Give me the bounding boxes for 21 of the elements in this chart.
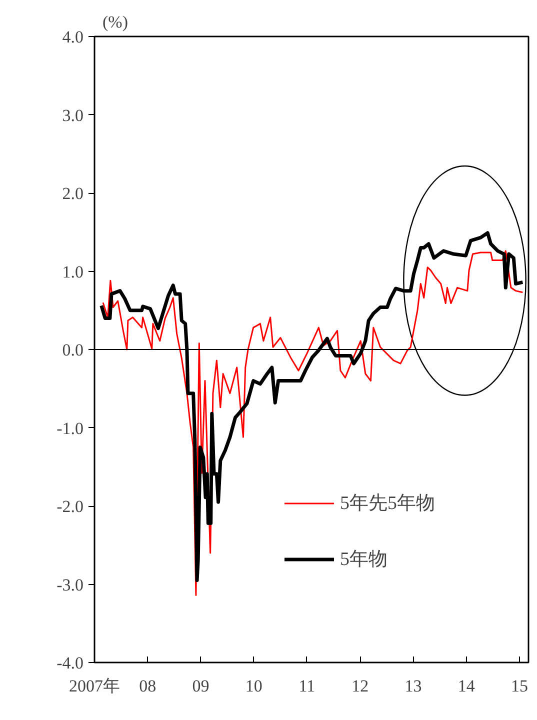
y-tick-label: -3.0 bbox=[56, 575, 84, 594]
x-tick-label: 11 bbox=[298, 676, 316, 696]
y-tick-label: 1.0 bbox=[62, 262, 84, 282]
x-tick-label: 15 bbox=[510, 676, 528, 696]
x-tick-label: 14 bbox=[458, 676, 476, 696]
x-tick-label: 08 bbox=[139, 676, 156, 696]
x-tick-label: 09 bbox=[192, 676, 210, 696]
y-tick-label: -1.0 bbox=[56, 418, 84, 438]
y-tick-label: 3.0 bbox=[62, 106, 84, 125]
y-tick-label: 2.0 bbox=[62, 184, 84, 203]
x-tick-label: 12 bbox=[352, 676, 369, 696]
y-axis-title: (%) bbox=[102, 12, 128, 32]
y-tick-label: -2.0 bbox=[56, 497, 84, 516]
legend-label: 5年先5年物 bbox=[340, 492, 435, 516]
y-tick-label: 0.0 bbox=[62, 340, 84, 360]
legend-label: 5年物 bbox=[340, 548, 388, 572]
y-tick-label: -4.0 bbox=[56, 654, 84, 672]
x-tick-label: 13 bbox=[404, 676, 422, 696]
y-tick-label: 4.0 bbox=[62, 28, 84, 46]
x-tick-label: 2007年 bbox=[69, 676, 120, 696]
x-tick-label: 10 bbox=[245, 676, 262, 696]
